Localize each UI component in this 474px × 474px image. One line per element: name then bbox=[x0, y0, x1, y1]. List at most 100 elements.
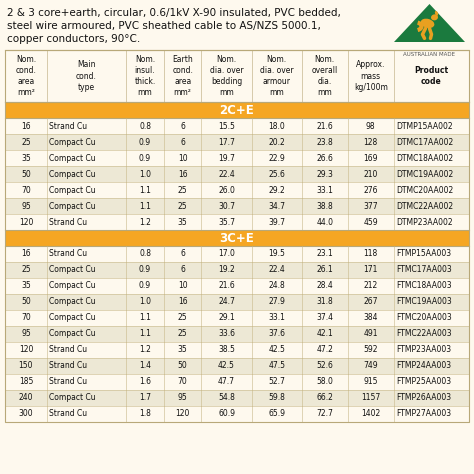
Text: 66.2: 66.2 bbox=[316, 393, 333, 402]
Text: 29.3: 29.3 bbox=[316, 170, 333, 179]
Text: 1.4: 1.4 bbox=[139, 362, 151, 371]
Text: 23.1: 23.1 bbox=[317, 249, 333, 258]
Text: 1157: 1157 bbox=[361, 393, 381, 402]
Text: 6: 6 bbox=[180, 121, 185, 130]
Text: 𝕂: 𝕂 bbox=[429, 24, 430, 25]
Text: 3C+E: 3C+E bbox=[219, 231, 255, 245]
Text: DTMC20AA002: DTMC20AA002 bbox=[396, 185, 453, 194]
Text: 1.7: 1.7 bbox=[139, 393, 151, 402]
Text: 29.2: 29.2 bbox=[268, 185, 285, 194]
Text: 33.1: 33.1 bbox=[316, 185, 333, 194]
Text: Compact Cu: Compact Cu bbox=[49, 329, 95, 338]
Text: 185: 185 bbox=[18, 377, 33, 386]
Text: 0.9: 0.9 bbox=[139, 282, 151, 291]
Text: 33.1: 33.1 bbox=[268, 313, 285, 322]
Text: 28.4: 28.4 bbox=[317, 282, 333, 291]
Bar bbox=[5, 342, 469, 358]
Text: 0.9: 0.9 bbox=[139, 154, 151, 163]
Text: Nom.
overall
dia.
mm: Nom. overall dia. mm bbox=[312, 55, 338, 97]
Text: 18.0: 18.0 bbox=[268, 121, 285, 130]
Text: 54.8: 54.8 bbox=[218, 393, 235, 402]
Text: 42.5: 42.5 bbox=[268, 346, 285, 355]
Text: 25: 25 bbox=[21, 137, 31, 146]
Bar bbox=[5, 198, 469, 214]
Text: Compact Cu: Compact Cu bbox=[49, 393, 95, 402]
Text: 17.0: 17.0 bbox=[218, 249, 235, 258]
Text: 52.7: 52.7 bbox=[268, 377, 285, 386]
Text: 1.0: 1.0 bbox=[139, 170, 151, 179]
Text: 58.0: 58.0 bbox=[316, 377, 333, 386]
Text: 6: 6 bbox=[180, 265, 185, 274]
Text: 19.2: 19.2 bbox=[218, 265, 235, 274]
Text: FTMC22AA003: FTMC22AA003 bbox=[396, 329, 451, 338]
Bar bbox=[5, 262, 469, 278]
Bar bbox=[5, 166, 469, 182]
Text: 50: 50 bbox=[21, 298, 31, 307]
Text: steel wire armoured, PVC sheathed cable to AS/NZS 5000.1,: steel wire armoured, PVC sheathed cable … bbox=[7, 21, 321, 31]
Text: 35: 35 bbox=[178, 218, 188, 227]
Text: 30.7: 30.7 bbox=[218, 201, 235, 210]
Text: 98: 98 bbox=[366, 121, 375, 130]
Text: 2 & 3 core+earth, circular, 0.6/1kV X-90 insulated, PVC bedded,: 2 & 3 core+earth, circular, 0.6/1kV X-90… bbox=[7, 8, 341, 18]
Text: 276: 276 bbox=[364, 185, 378, 194]
Text: FTMC18AA003: FTMC18AA003 bbox=[396, 282, 451, 291]
Text: 267: 267 bbox=[364, 298, 378, 307]
Text: Strand Cu: Strand Cu bbox=[49, 249, 87, 258]
Text: DTMC18AA002: DTMC18AA002 bbox=[396, 154, 453, 163]
Text: 0.8: 0.8 bbox=[139, 121, 151, 130]
Bar bbox=[5, 230, 469, 246]
Text: 37.6: 37.6 bbox=[268, 329, 285, 338]
Text: 300: 300 bbox=[18, 410, 33, 419]
Bar bbox=[5, 102, 469, 118]
Text: 42.1: 42.1 bbox=[317, 329, 333, 338]
Text: 47.2: 47.2 bbox=[316, 346, 333, 355]
Text: 377: 377 bbox=[364, 201, 378, 210]
Text: FTMC19AA003: FTMC19AA003 bbox=[396, 298, 452, 307]
Text: 35.7: 35.7 bbox=[218, 218, 235, 227]
Text: 491: 491 bbox=[364, 329, 378, 338]
Text: 47.5: 47.5 bbox=[268, 362, 285, 371]
Text: 26.0: 26.0 bbox=[218, 185, 235, 194]
Bar bbox=[5, 134, 469, 150]
Text: 26.6: 26.6 bbox=[316, 154, 333, 163]
Text: 212: 212 bbox=[364, 282, 378, 291]
Text: 1.2: 1.2 bbox=[139, 346, 151, 355]
Text: 19.7: 19.7 bbox=[218, 154, 235, 163]
Text: 95: 95 bbox=[21, 201, 31, 210]
Text: 44.0: 44.0 bbox=[316, 218, 333, 227]
Text: Compact Cu: Compact Cu bbox=[49, 154, 95, 163]
Text: DTMP15AA002: DTMP15AA002 bbox=[396, 121, 452, 130]
Text: 118: 118 bbox=[364, 249, 378, 258]
Text: 0.8: 0.8 bbox=[139, 249, 151, 258]
Text: 0.9: 0.9 bbox=[139, 265, 151, 274]
Text: 6: 6 bbox=[180, 249, 185, 258]
Bar bbox=[5, 246, 469, 262]
Text: 34.7: 34.7 bbox=[268, 201, 285, 210]
Text: 592: 592 bbox=[364, 346, 378, 355]
Ellipse shape bbox=[435, 11, 438, 16]
Text: 16: 16 bbox=[178, 298, 188, 307]
Text: FTMP25AA003: FTMP25AA003 bbox=[396, 377, 451, 386]
Text: 50: 50 bbox=[178, 362, 188, 371]
Text: 0.9: 0.9 bbox=[139, 137, 151, 146]
Text: 22.4: 22.4 bbox=[218, 170, 235, 179]
Text: Compact Cu: Compact Cu bbox=[49, 282, 95, 291]
Text: 50: 50 bbox=[21, 170, 31, 179]
Text: 1.0: 1.0 bbox=[139, 298, 151, 307]
Bar bbox=[5, 374, 469, 390]
Bar bbox=[5, 294, 469, 310]
Text: 20.2: 20.2 bbox=[268, 137, 285, 146]
Bar bbox=[5, 50, 469, 102]
Text: 59.8: 59.8 bbox=[268, 393, 285, 402]
Bar bbox=[5, 50, 469, 422]
Text: Nom.
dia. over
armour
mm: Nom. dia. over armour mm bbox=[260, 55, 293, 97]
Text: 70: 70 bbox=[21, 313, 31, 322]
Text: FTMP23AA003: FTMP23AA003 bbox=[396, 346, 451, 355]
Text: FTMP27AA003: FTMP27AA003 bbox=[396, 410, 451, 419]
Text: 19.5: 19.5 bbox=[268, 249, 285, 258]
Text: Compact Cu: Compact Cu bbox=[49, 201, 95, 210]
Text: Strand Cu: Strand Cu bbox=[49, 377, 87, 386]
Text: 1.1: 1.1 bbox=[139, 185, 151, 194]
Text: Compact Cu: Compact Cu bbox=[49, 170, 95, 179]
Text: Compact Cu: Compact Cu bbox=[49, 185, 95, 194]
